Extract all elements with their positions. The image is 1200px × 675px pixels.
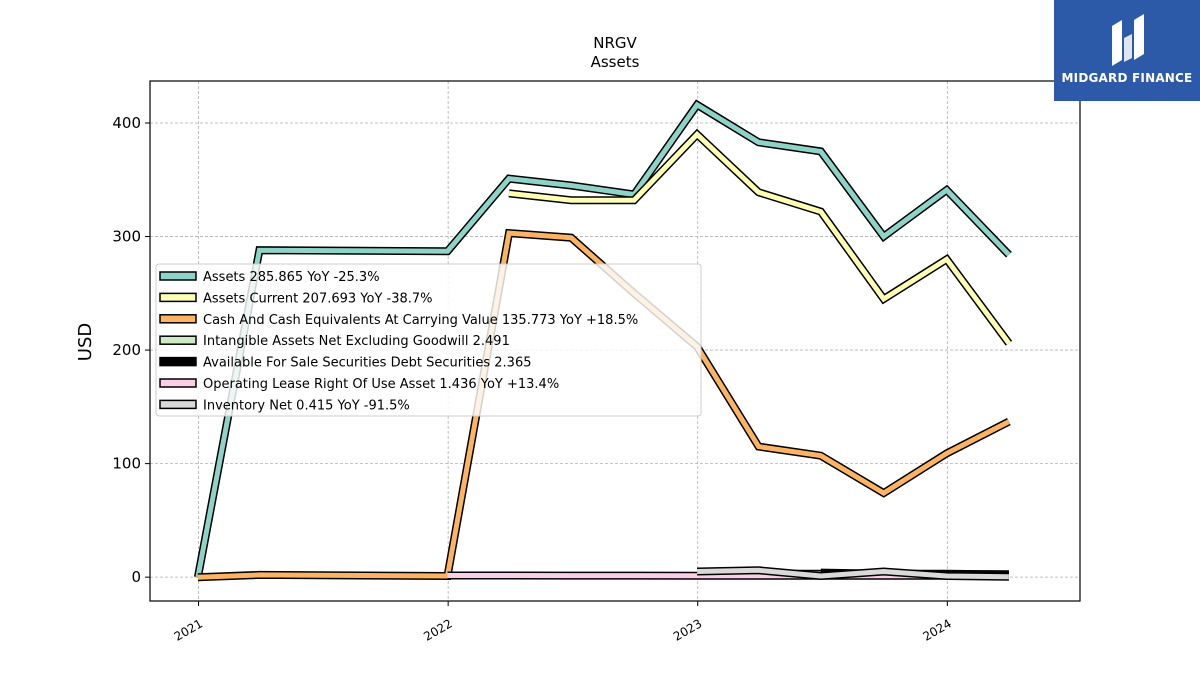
legend-swatch [159, 378, 197, 388]
y-tick-label: 400 [112, 114, 141, 132]
y-tick-label: 300 [112, 228, 141, 246]
legend-swatch [159, 356, 197, 367]
y-tick-label: 200 [112, 341, 141, 359]
x-tick-label: 2021 [172, 616, 205, 643]
legend-swatch [159, 399, 197, 410]
series-stroke [195, 101, 1011, 578]
midgard-logo-icon [1112, 14, 1144, 66]
legend-swatch [159, 314, 197, 324]
legend-label: Inventory Net 0.415 YoY -91.5% [203, 398, 410, 413]
legend-box [155, 263, 702, 417]
y-tick-label: 0 [131, 568, 141, 586]
plot-frame [149, 80, 1081, 602]
brand-name: MIDGARD FINANCE [1061, 71, 1193, 85]
x-tick-label: 2022 [421, 616, 454, 643]
legend-label: Operating Lease Right Of Use Asset 1.436… [203, 377, 559, 392]
x-tick-label: 2023 [671, 616, 704, 643]
chart-title: NRGV [593, 34, 637, 52]
series-layer [193, 99, 1013, 582]
legend-label: Cash And Cash Equivalents At Carrying Va… [203, 313, 638, 328]
chart-subtitle: Assets [591, 53, 640, 71]
brand-logo: MIDGARD FINANCE [1054, 0, 1200, 101]
legend-label: Assets 285.865 YoY -25.3% [203, 270, 380, 285]
series-stroke [697, 567, 1009, 580]
legend-label: Assets Current 207.693 YoY -38.7% [203, 291, 433, 306]
legend-label: Available For Sale Securities Debt Secur… [203, 356, 532, 371]
y-axis-label: USD [75, 323, 96, 361]
series-line [697, 566, 1009, 581]
y-tick-label: 100 [112, 455, 141, 473]
legend: Assets 285.865 YoY -25.3% Assets Current … [155, 263, 702, 417]
legend-swatch [159, 292, 197, 303]
series-line [193, 99, 1012, 578]
x-tick-label: 2024 [920, 616, 953, 643]
series-line [508, 128, 1013, 346]
legend-swatch [159, 335, 197, 345]
series-stroke [508, 130, 1011, 345]
legend-swatch [159, 271, 197, 281]
legend-label: Intangible Assets Net Excluding Goodwill… [203, 334, 510, 349]
